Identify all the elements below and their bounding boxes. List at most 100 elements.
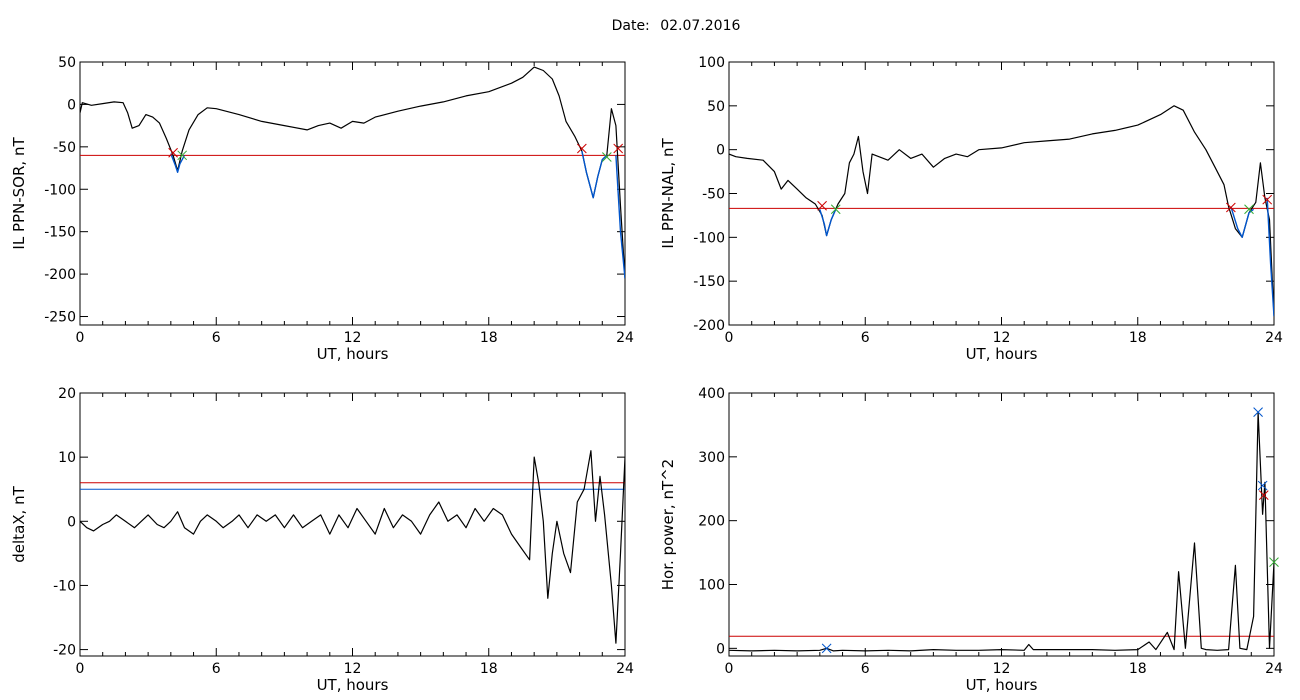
plot-area <box>80 450 625 644</box>
x-tick-label: 24 <box>616 661 634 677</box>
x-tick-label: 18 <box>1129 661 1147 677</box>
x-tick-label: 0 <box>725 330 734 346</box>
x-tick-label: 6 <box>212 661 221 677</box>
y-axis-title: Hor. power, nT^2 <box>659 459 677 590</box>
y-tick-label: -250 <box>44 310 76 326</box>
marker-stroke <box>821 643 832 654</box>
marker-stroke <box>1244 204 1254 215</box>
marker-x <box>1258 490 1269 500</box>
y-axis-title: deltaX, nT <box>10 485 28 562</box>
y-axis-title: IL PPN-SOR, nT <box>10 137 28 250</box>
plot-frame <box>79 61 626 326</box>
x-tick-label: 18 <box>1129 330 1147 346</box>
y-tick-label: -200 <box>44 267 76 283</box>
chart-p4: 0 6 12 18 24 400 300 200 100 0 UT, hours Hor. power… <box>659 386 1283 694</box>
series-line <box>615 155 625 279</box>
x-tick-label: 0 <box>725 661 734 677</box>
date-value: 02.07.2016 <box>660 18 741 34</box>
plot-frame <box>728 61 1275 326</box>
y-tick-label: -150 <box>693 274 725 290</box>
marker-stroke <box>1269 557 1279 568</box>
chart-p3: 0 6 12 18 24 20 10 0 -10 -20 UT, hours deltaX, nT <box>10 386 634 694</box>
y-axis-title: IL PPN-NAL, nT <box>659 138 677 249</box>
x-axis-title: UT, hours <box>966 676 1038 694</box>
series-line <box>80 66 625 279</box>
marker-stroke <box>1258 490 1269 500</box>
series-line <box>1230 206 1255 239</box>
plot-frame <box>728 392 1275 657</box>
y-tick-label: -150 <box>44 225 76 241</box>
series-line <box>170 153 186 174</box>
x-tick-label: 12 <box>344 661 362 677</box>
marker-x <box>830 204 841 215</box>
marker-x <box>1257 480 1268 491</box>
x-tick-label: 6 <box>861 661 870 677</box>
x-tick-label: 18 <box>480 661 498 677</box>
marker-stroke <box>1226 202 1236 213</box>
marker-stroke <box>1262 194 1273 205</box>
y-tick-label: 0 <box>67 97 76 113</box>
x-tick-label: 24 <box>616 330 634 346</box>
x-axis-title: UT, hours <box>317 676 389 694</box>
marker-stroke <box>168 147 178 158</box>
y-tick-label: 20 <box>58 386 76 402</box>
plot-area <box>729 411 1274 652</box>
y-tick-label: -10 <box>53 578 76 594</box>
x-axis-title: UT, hours <box>317 345 389 363</box>
series-line <box>581 150 608 199</box>
series-line <box>819 209 837 237</box>
y-tick-label: 300 <box>698 450 725 466</box>
marker-x <box>613 143 624 154</box>
page-title: Date: 02.07.2016 <box>0 18 1300 34</box>
plot-area <box>80 66 625 279</box>
y-tick-label: 200 <box>698 514 725 530</box>
marker-stroke <box>817 200 827 211</box>
marker-x <box>1226 202 1236 213</box>
x-tick-label: 24 <box>1265 330 1283 346</box>
x-tick-label: 0 <box>76 661 85 677</box>
y-tick-label: -50 <box>702 187 725 203</box>
x-tick-label: 6 <box>861 330 870 346</box>
x-tick-label: 12 <box>344 330 362 346</box>
y-tick-label: -100 <box>693 230 725 246</box>
x-tick-label: 12 <box>993 330 1011 346</box>
x-tick-label: 12 <box>993 661 1011 677</box>
marker-stroke <box>613 143 624 154</box>
chart-p1: 0 6 12 18 24 50 0 -50 -100 -150 -200 -250 UT, hours I… <box>10 55 634 363</box>
marker-x <box>821 643 832 654</box>
marker-stroke <box>1253 407 1263 418</box>
y-tick-label: -20 <box>53 643 76 659</box>
marker-x <box>577 143 587 154</box>
marker-x <box>1262 194 1273 205</box>
y-tick-label: -50 <box>53 140 76 156</box>
marker-x <box>177 150 188 161</box>
marker-stroke <box>601 152 612 162</box>
y-tick-label: 100 <box>698 55 725 71</box>
y-tick-label: -100 <box>44 182 76 198</box>
x-tick-label: 18 <box>480 330 498 346</box>
x-tick-label: 6 <box>212 330 221 346</box>
marker-stroke <box>1257 480 1268 491</box>
plot-area <box>729 105 1274 317</box>
y-tick-label: 0 <box>67 514 76 530</box>
marker-stroke <box>577 143 587 154</box>
y-tick-label: 400 <box>698 386 725 402</box>
y-tick-label: 100 <box>698 578 725 594</box>
series-line <box>80 450 625 644</box>
marker-x <box>1244 204 1254 215</box>
series-line <box>1266 197 1274 317</box>
marker-x <box>1253 407 1263 418</box>
marker-stroke <box>177 150 188 161</box>
series-line <box>729 411 1274 652</box>
y-tick-label: 10 <box>58 450 76 466</box>
chart-p2: 0 6 12 18 24 100 50 0 -50 -100 -150 -200 UT, hours IL… <box>659 55 1283 363</box>
marker-x <box>168 147 178 158</box>
series-line <box>729 105 1274 317</box>
x-tick-label: 24 <box>1265 661 1283 677</box>
x-tick-label: 0 <box>76 330 85 346</box>
marker-x <box>1269 557 1279 568</box>
marker-x <box>601 152 612 162</box>
y-tick-label: 50 <box>58 55 76 71</box>
x-axis-title: UT, hours <box>966 345 1038 363</box>
